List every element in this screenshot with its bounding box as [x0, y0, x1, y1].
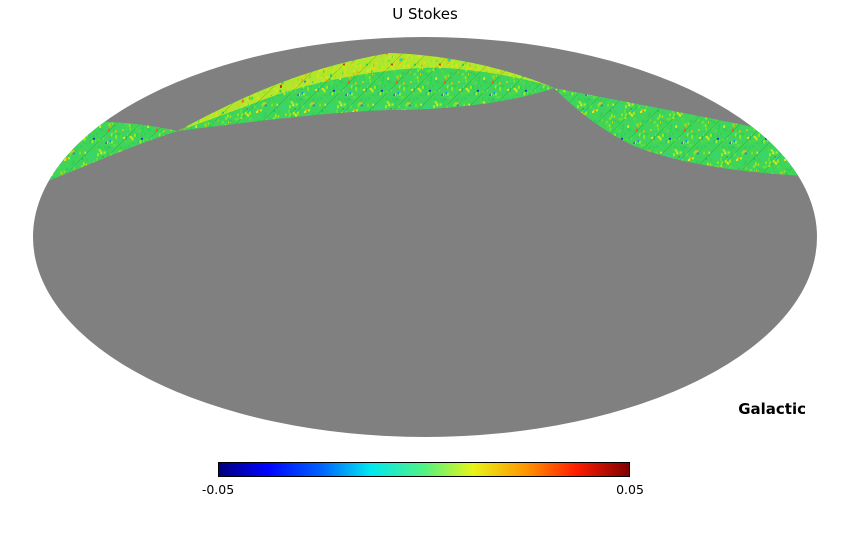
coordinate-label: Galactic [738, 400, 806, 418]
plot-title: U Stokes [392, 5, 458, 23]
colorbar [218, 462, 630, 477]
colorbar-gradient [219, 463, 629, 476]
scan-band-hot-streak [178, 53, 554, 131]
colorbar-max-label: 0.05 [616, 482, 644, 497]
scan-band [33, 53, 817, 186]
colorbar-min-label: -0.05 [201, 482, 235, 497]
